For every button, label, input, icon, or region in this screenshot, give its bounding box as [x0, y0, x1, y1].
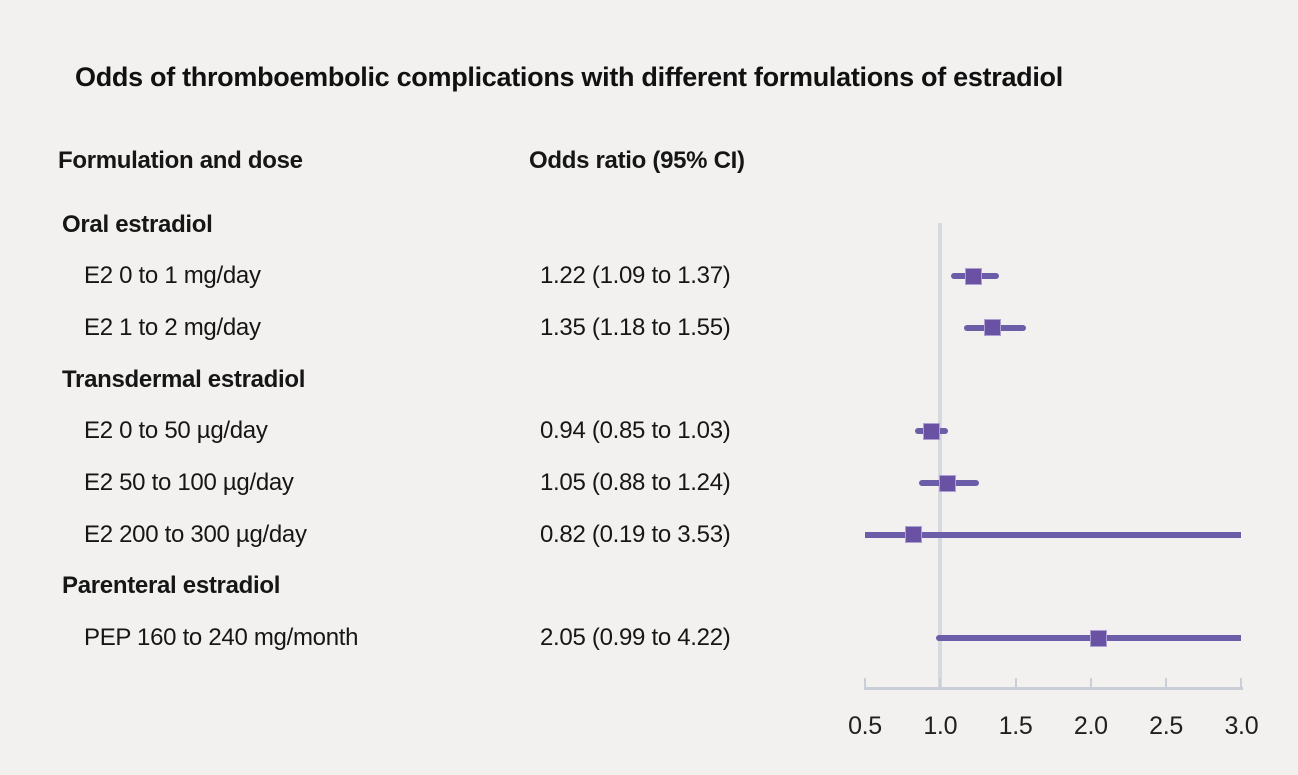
- axis-tick: [1014, 678, 1017, 687]
- reference-line: [938, 223, 943, 687]
- axis-tick-label: 1.0: [923, 712, 958, 740]
- point-estimate-marker: [964, 267, 982, 285]
- point-estimate-marker: [1089, 629, 1107, 647]
- axis-tick-label: 2.5: [1149, 712, 1184, 740]
- x-axis-line: [864, 687, 1243, 690]
- axis-tick: [1240, 678, 1243, 687]
- ci-bar: [865, 531, 1242, 538]
- row-label: PEP 160 to 240 mg/month: [84, 624, 359, 652]
- point-estimate-marker: [939, 474, 957, 492]
- chart-title: Odds of thromboembolic complications wit…: [75, 62, 1063, 92]
- row-label: E2 0 to 1 mg/day: [84, 262, 261, 290]
- odds-ratio-value: 1.35 (1.18 to 1.55): [540, 313, 731, 341]
- axis-tick: [1165, 678, 1168, 687]
- axis-tick-label: 3.0: [1224, 712, 1259, 740]
- odds-ratio-value: 0.94 (0.85 to 1.03): [540, 417, 731, 445]
- row-label: E2 50 to 100 µg/day: [84, 469, 294, 496]
- group-label: Oral estradiol: [62, 210, 213, 238]
- odds-ratio-value: 1.22 (1.09 to 1.37): [540, 262, 731, 290]
- row-label: E2 200 to 300 µg/day: [84, 520, 307, 548]
- point-estimate-marker: [984, 319, 1002, 337]
- axis-tick: [1089, 678, 1092, 687]
- point-estimate-marker: [922, 422, 940, 440]
- axis-tick: [939, 678, 942, 687]
- group-label: Transdermal estradiol: [62, 365, 306, 393]
- row-label: E2 1 to 2 mg/day: [84, 313, 261, 341]
- column-header-odds-ratio: Odds ratio (95% CI): [529, 147, 745, 174]
- group-label: Parenteral estradiol: [62, 572, 281, 600]
- odds-ratio-value: 0.82 (0.19 to 3.53): [540, 520, 731, 548]
- point-estimate-marker: [904, 526, 922, 544]
- column-header-formulation: Formulation and dose: [58, 147, 303, 174]
- ci-bar: [935, 635, 1242, 642]
- axis-tick-label: 2.0: [1073, 712, 1108, 740]
- odds-ratio-value: 2.05 (0.99 to 4.22): [540, 624, 731, 652]
- axis-tick-label: 0.5: [848, 712, 882, 740]
- row-label: E2 0 to 50 µg/day: [84, 417, 268, 445]
- axis-tick-label: 1.5: [998, 712, 1033, 740]
- odds-ratio-value: 1.05 (0.88 to 1.24): [540, 469, 731, 496]
- axis-tick: [864, 678, 866, 687]
